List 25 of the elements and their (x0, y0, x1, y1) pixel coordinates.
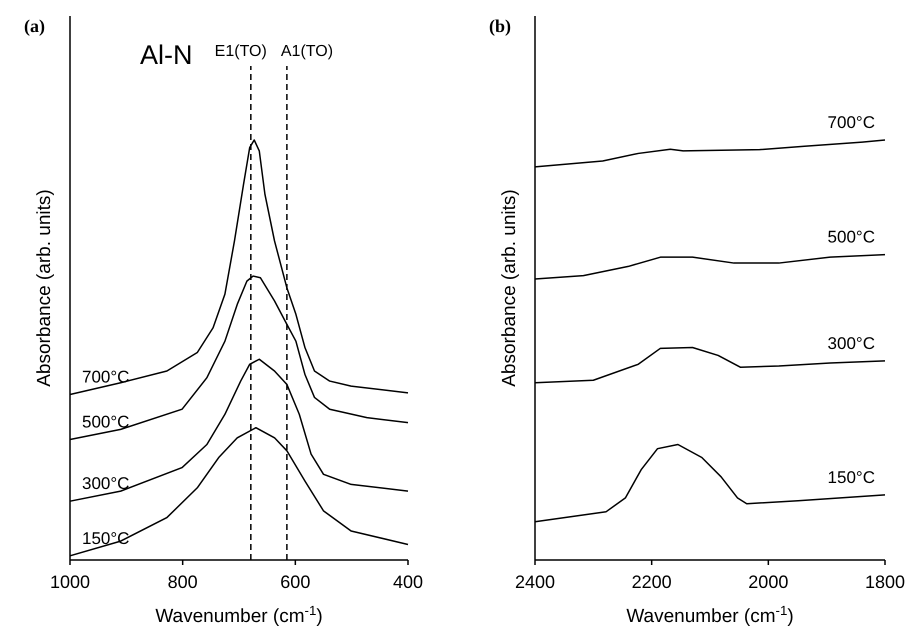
text: Al-N (140, 40, 192, 70)
series-label: 700°C (82, 368, 130, 387)
x-tick-label: 800 (168, 572, 198, 592)
series-label: 700°C (828, 113, 875, 132)
series-label: 300°C (828, 334, 875, 353)
ref-line-label: A1(TO) (280, 43, 334, 60)
y-axis-title: Absorbance (arb. units) (34, 189, 55, 387)
x-tick-label: 400 (392, 572, 424, 592)
series-label: 500°C (82, 412, 130, 432)
x-axis-title: Wavenumber (cm$^{-1}$) (155, 602, 323, 627)
ref-line-label: E1(TO) (214, 43, 267, 60)
x-tick-label: 600 (280, 572, 310, 592)
chart-title: (a) (24, 16, 45, 36)
x-tick-label: 2000 (748, 572, 788, 592)
series-label: 300°C (82, 474, 130, 494)
series-label: 150°C (82, 528, 130, 548)
x-tick-label: 1000 (50, 572, 90, 592)
series-label: 500°C (828, 228, 875, 247)
y-axis-title: Absorbance (arb. units) (499, 189, 520, 387)
chart-title: (b) (489, 16, 512, 36)
x-tick-label: 2200 (632, 572, 672, 592)
x-axis-title: Wavenumber (cm$^{-1}$) (626, 602, 794, 627)
x-tick-label: 1800 (864, 572, 906, 592)
series-label: 150°C (828, 468, 875, 487)
x-tick-label: 2400 (514, 572, 556, 592)
